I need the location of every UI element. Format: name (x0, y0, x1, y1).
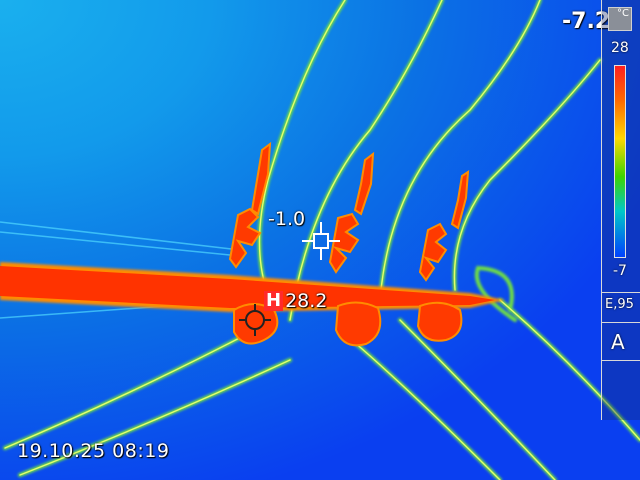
insulators (228, 141, 470, 347)
min-temp-readout: -7.2 (562, 9, 611, 34)
hot-spot-crosshair-icon (239, 304, 271, 336)
scale-min-label: -7 (613, 263, 627, 279)
mode-label: A (611, 330, 625, 354)
emissivity-label: E,95 (605, 297, 634, 312)
hot-marker-badge: H (264, 290, 284, 311)
scale-max-label: 28 (611, 40, 629, 56)
conductor-cables (3, 0, 640, 480)
timestamp: 19.10.25 08:19 (17, 440, 170, 462)
unit-icon: °C (608, 7, 632, 31)
panel-divider (602, 322, 640, 323)
crosshair-icon (302, 222, 340, 260)
cold-spot-value: -1.0 (268, 208, 306, 230)
hot-spot-label: H 28.2 (264, 290, 327, 312)
panel-divider (602, 360, 640, 361)
hot-spot-value: 28.2 (285, 290, 328, 312)
crossarm (0, 262, 505, 312)
color-scale-bar (614, 65, 626, 258)
panel-divider (602, 292, 640, 293)
